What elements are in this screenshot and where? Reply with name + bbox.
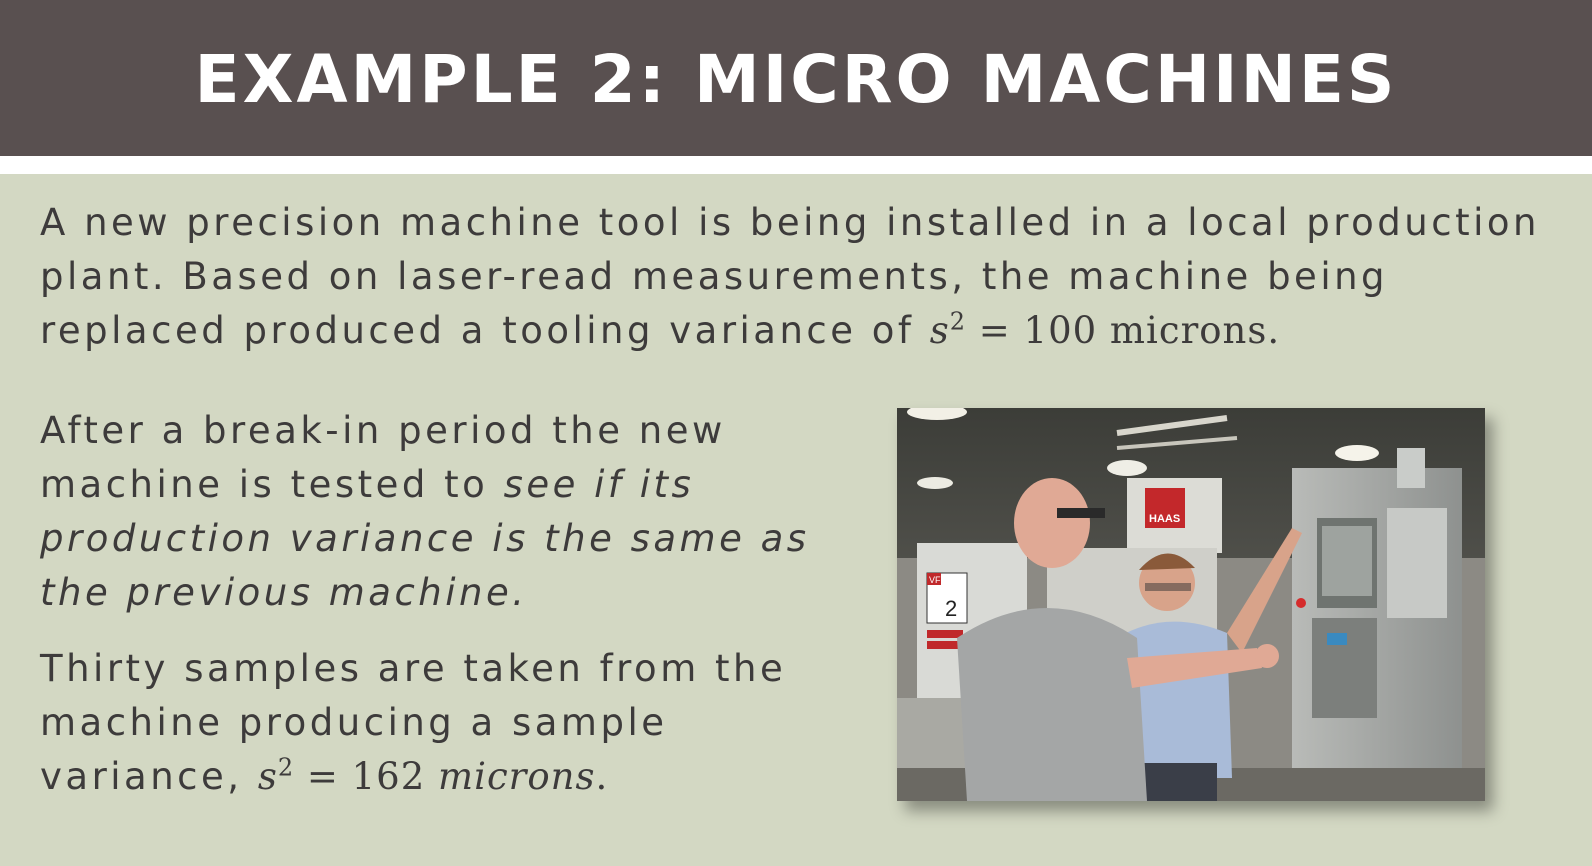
samples-formula-exp: 2 [277, 753, 295, 782]
test-paragraph: After a break-in period the new machine … [40, 404, 840, 620]
samples-formula: s2 = 162 microns. [258, 755, 608, 798]
machine-number: 2 [945, 596, 957, 621]
intro-formula-exp: 2 [949, 307, 967, 336]
test-text: After a break-in period the new machine … [40, 409, 726, 506]
intro-text: A new precision machine tool is being in… [40, 201, 1540, 352]
title-divider [0, 156, 1592, 174]
intro-paragraph: A new precision machine tool is being in… [40, 196, 1550, 358]
title-bar: EXAMPLE 2: MICRO MACHINES [0, 0, 1592, 156]
machine-model-tag: VF [929, 575, 941, 585]
brand-logo: HAAS [1149, 513, 1180, 525]
test-text-emphasis: see if its production variance is the sa… [40, 463, 810, 614]
slide-title: EXAMPLE 2: MICRO MACHINES [194, 40, 1398, 118]
samples-formula-eq: = 162 [294, 755, 439, 798]
photo-illustration: VF 2 HAAS [897, 408, 1485, 801]
intro-formula-rest: = 100 microns. [966, 309, 1281, 352]
samples-paragraph: Thirty samples are taken from the machin… [40, 642, 860, 804]
samples-text: Thirty samples are taken from the machin… [40, 647, 787, 798]
samples-formula-var: s [257, 755, 278, 798]
intro-formula-var: s [929, 309, 950, 352]
intro-formula: s2 = 100 microns. [930, 309, 1280, 352]
machine-shop-photo: VF 2 HAAS [897, 408, 1485, 801]
samples-formula-end: . [595, 755, 609, 798]
samples-formula-unit: microns [438, 755, 596, 798]
